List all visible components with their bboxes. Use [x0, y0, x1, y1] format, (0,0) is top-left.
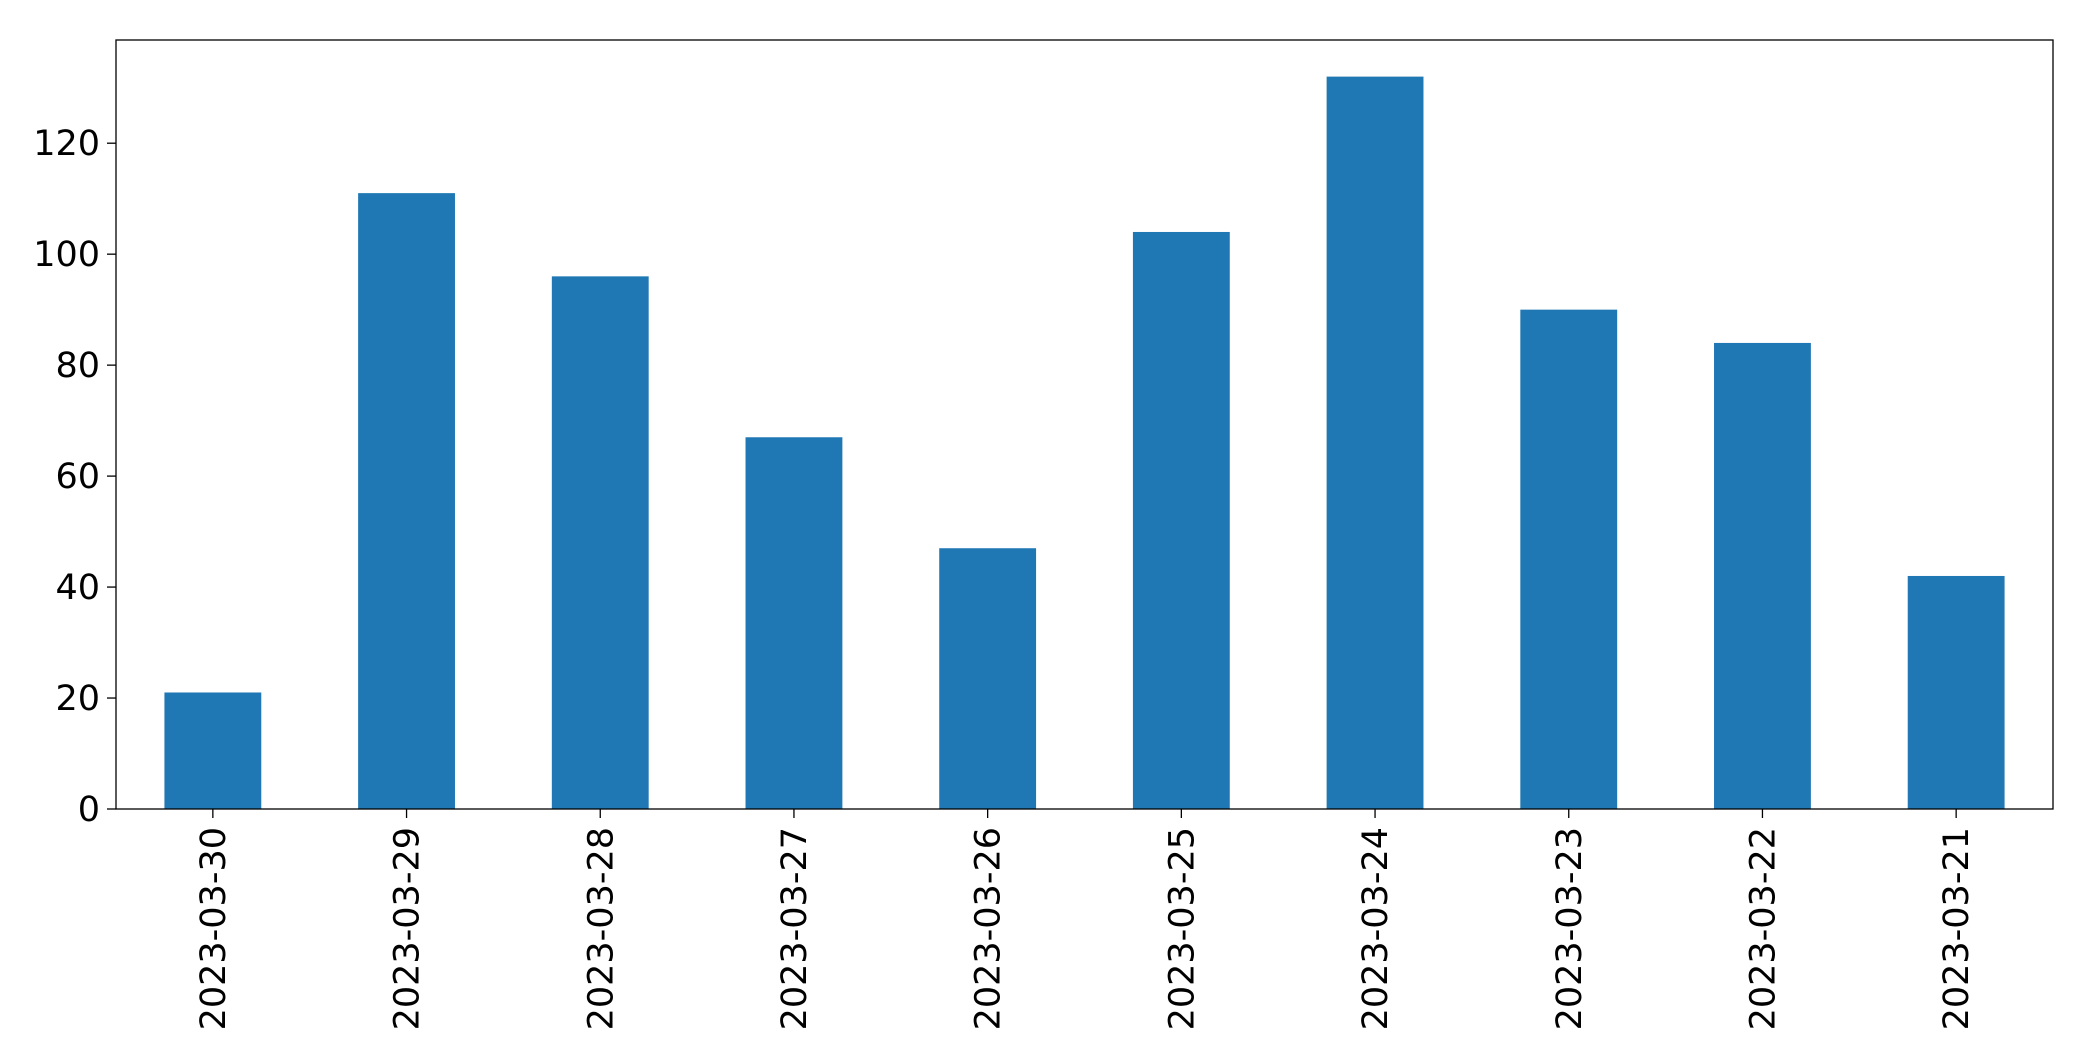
x-tick-label: 2023-03-28	[581, 827, 621, 1030]
bar	[1326, 76, 1424, 810]
bar	[164, 692, 262, 809]
y-tick-label: 60	[55, 457, 100, 497]
bar	[745, 437, 843, 809]
bar	[1132, 231, 1230, 809]
y-tick-label: 0	[78, 790, 100, 830]
x-tick-label: 2023-03-30	[194, 827, 234, 1030]
bar	[939, 548, 1037, 809]
y-tick-label: 80	[55, 346, 100, 386]
x-tick-label: 2023-03-21	[1937, 827, 1977, 1030]
bar	[1714, 342, 1811, 809]
bar	[1520, 309, 1618, 809]
x-tick-label: 2023-03-22	[1743, 827, 1783, 1030]
y-tick-label: 20	[55, 679, 100, 719]
bar	[358, 193, 455, 809]
x-tick-label: 2023-03-26	[969, 827, 1009, 1030]
plot-frame	[115, 39, 2054, 810]
x-tick-label: 2023-03-23	[1550, 827, 1590, 1030]
y-tick-label: 120	[33, 124, 100, 164]
bar	[1907, 575, 2005, 809]
bar	[551, 276, 649, 809]
x-tick-label: 2023-03-29	[388, 827, 428, 1030]
y-tick-label: 40	[55, 568, 100, 608]
x-tick-label: 2023-03-24	[1356, 827, 1396, 1030]
y-tick-label: 100	[33, 235, 100, 275]
x-tick-label: 2023-03-27	[775, 827, 815, 1030]
x-tick-label: 2023-03-25	[1162, 827, 1202, 1030]
